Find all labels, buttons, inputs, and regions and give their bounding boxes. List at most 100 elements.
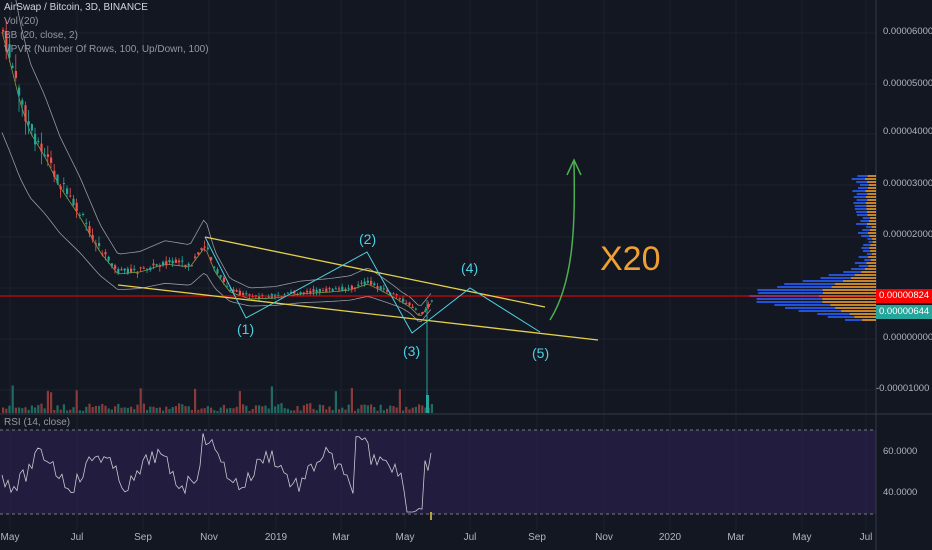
volume-bar xyxy=(370,404,373,413)
volume-bar xyxy=(30,405,33,413)
wave-label-4[interactable]: (4) xyxy=(461,260,479,276)
candle-body xyxy=(366,280,369,283)
symbol-title[interactable]: AirSwap / Bitcoin, 3D, BINANCE xyxy=(4,2,148,13)
candle-body xyxy=(232,289,235,293)
volume-profile-up xyxy=(858,256,869,258)
candle-body xyxy=(203,246,206,248)
volume-bar xyxy=(338,409,341,413)
wave-label-3[interactable]: (3) xyxy=(403,343,421,359)
candle-body xyxy=(242,293,245,296)
bollinger-basis xyxy=(1,31,432,316)
volume-profile-up xyxy=(856,211,868,213)
candle-body xyxy=(117,268,120,274)
candle-body xyxy=(309,290,312,294)
price-axis-label: 0.00004000 xyxy=(883,126,932,137)
volume-bar xyxy=(46,390,49,413)
volume-bar xyxy=(213,410,216,413)
volume-profile-up xyxy=(851,268,865,270)
candlesticks xyxy=(2,19,433,398)
volume-bar xyxy=(277,404,280,413)
volume-profile-down xyxy=(872,241,876,243)
candle-body xyxy=(325,288,328,292)
volume-profile-up xyxy=(756,301,823,303)
volume-bar xyxy=(158,407,161,413)
volume-bar xyxy=(229,407,232,413)
volume-bar xyxy=(315,410,318,413)
indicator-rsi[interactable]: RSI (14, close) xyxy=(4,417,71,428)
candle-body xyxy=(8,43,11,58)
volume-profile-up xyxy=(854,205,867,207)
candle-body xyxy=(414,308,417,310)
volume-profile-down xyxy=(866,262,876,264)
volume-profile-up xyxy=(777,286,832,288)
time-axis-label: Jul xyxy=(859,532,873,543)
volume-bar xyxy=(357,408,360,413)
volume-bar xyxy=(139,388,142,413)
volume-bar xyxy=(430,403,433,413)
candle-body xyxy=(130,268,133,273)
volume-profile-up xyxy=(858,232,868,234)
candle-body xyxy=(408,302,411,306)
target-multiplier-text[interactable]: X20 xyxy=(600,240,661,278)
target-arrow[interactable] xyxy=(549,161,576,321)
volume-profile-down xyxy=(870,217,876,219)
volume-bar xyxy=(402,410,405,413)
elliott-wave-path[interactable] xyxy=(204,236,541,334)
volume-profile-down xyxy=(851,277,876,279)
volume-bar xyxy=(18,407,21,413)
volume-bar xyxy=(149,406,152,413)
time-axis-label: May xyxy=(0,532,20,543)
volume-bar xyxy=(85,406,88,413)
volume-bar xyxy=(50,392,53,413)
volume-profile-up xyxy=(798,310,842,312)
candle-body xyxy=(411,306,414,309)
volume-bar xyxy=(261,406,264,413)
candle-body xyxy=(53,170,56,177)
volume-profile-up xyxy=(857,187,868,189)
candle-body xyxy=(222,277,225,282)
wave-label-2[interactable]: (2) xyxy=(359,231,377,247)
indicator-vol[interactable]: Vol (20) xyxy=(4,16,39,27)
volume-profile-down xyxy=(822,301,876,303)
channel-upper-line[interactable] xyxy=(204,236,546,308)
volume-bar xyxy=(318,404,321,413)
candle-body xyxy=(37,140,40,142)
volume-bar xyxy=(203,408,206,413)
candle-body xyxy=(200,248,203,250)
candle-body xyxy=(149,267,152,271)
volume-profile-down xyxy=(834,283,876,285)
volume-bar xyxy=(299,410,302,413)
candle-body xyxy=(14,70,17,78)
volume-bar xyxy=(107,408,110,413)
volume-bar xyxy=(101,403,104,413)
volume-bar xyxy=(82,410,85,413)
volume-bar xyxy=(389,405,392,413)
wave-label-5[interactable]: (5) xyxy=(532,345,550,361)
volume-bar xyxy=(66,410,69,413)
volume-bar xyxy=(363,404,366,413)
candle-body xyxy=(296,294,299,296)
volume-profile-up xyxy=(774,304,831,306)
candle-body xyxy=(123,268,126,271)
indicator-vpvr[interactable]: VPVR (Number Of Rows, 100, Up/Down, 100) xyxy=(4,44,209,55)
volume-bar xyxy=(274,406,277,413)
candle-body xyxy=(277,294,280,296)
volume-bar xyxy=(8,405,11,413)
volume-bar xyxy=(56,405,59,413)
indicator-bb[interactable]: BB (20, close, 2) xyxy=(4,30,78,41)
volume-bar xyxy=(27,409,30,413)
volume-profile-up xyxy=(851,178,866,180)
volume-profile-down xyxy=(870,250,876,252)
volume-profile-up xyxy=(854,262,867,264)
volume-profile-up xyxy=(862,217,871,219)
wave-label-1[interactable]: (1) xyxy=(237,321,255,337)
channel-lower-line[interactable] xyxy=(117,284,599,341)
volume-bar xyxy=(88,403,91,413)
candle-body xyxy=(101,253,104,255)
candle-body xyxy=(46,154,49,157)
candle-body xyxy=(120,269,123,271)
volume-bar xyxy=(226,408,229,413)
volume-profile-up xyxy=(860,220,869,222)
volume-bar xyxy=(366,405,369,413)
